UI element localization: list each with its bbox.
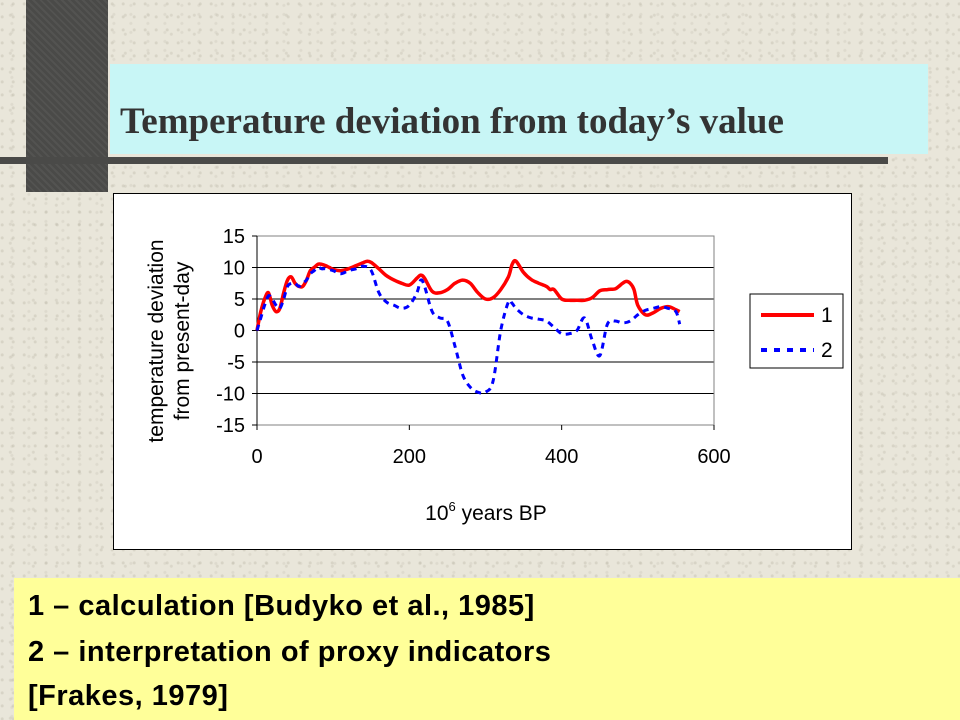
- chart-frame: 15 10 5 0 -5 -10 -15 0 200 400 600 temperature de…: [113, 193, 852, 550]
- x-tick-label-2: 400: [545, 446, 578, 468]
- series-1-line: [255, 259, 681, 331]
- y-tick-label-3: 0: [234, 321, 245, 343]
- x-tick-label-1: 200: [393, 446, 426, 468]
- x-axis-label-rest: years BP: [456, 502, 547, 525]
- caption-line-2: 2 – interpretation of proxy indicators: [28, 636, 552, 668]
- series-lines: [255, 259, 682, 395]
- legend-label-2: 2: [821, 339, 833, 362]
- caption-line-1: 1 – calculation [Budyko et al., 1985]: [28, 590, 535, 622]
- caption-box: 1 – calculation [Budyko et al., 1985] 2 …: [14, 578, 960, 720]
- line-chart: 15 10 5 0 -5 -10 -15 0 200 400 600 temperature de…: [145, 226, 844, 525]
- y-tick-label-0: 15: [223, 226, 245, 248]
- decorative-horizontal-line: [0, 157, 888, 164]
- legend-box: [749, 293, 844, 369]
- x-tick-label-3: 600: [697, 446, 730, 468]
- title-banner: Temperature deviation from today’s value: [110, 64, 928, 154]
- legend: 1 2: [749, 293, 844, 369]
- y-axis-label-line-1: temperature deviation: [145, 239, 168, 442]
- x-axis-label-exponent: 6: [449, 499, 456, 514]
- y-tick-label-2: 5: [234, 289, 245, 311]
- x-tick-label-0: 0: [251, 446, 262, 468]
- y-axis-label-line-2: from present-day: [171, 261, 194, 420]
- caption-line-3: [Frakes, 1979]: [28, 680, 229, 712]
- x-axis-label-base: 10: [425, 502, 448, 525]
- slide-title: Temperature deviation from today’s value: [120, 101, 784, 142]
- y-tick-label-5: -10: [216, 384, 245, 406]
- y-tick-label-1: 10: [223, 258, 245, 280]
- x-tick-labels: 0 200 400 600: [251, 425, 731, 468]
- series-2-line: [255, 264, 682, 395]
- y-tick-label-6: -15: [216, 415, 245, 437]
- legend-label-1: 1: [821, 304, 833, 327]
- x-axis-label: 106 years BP: [425, 499, 547, 525]
- y-tick-labels: 15 10 5 0 -5 -10 -15: [216, 226, 257, 437]
- y-tick-label-4: -5: [227, 352, 245, 374]
